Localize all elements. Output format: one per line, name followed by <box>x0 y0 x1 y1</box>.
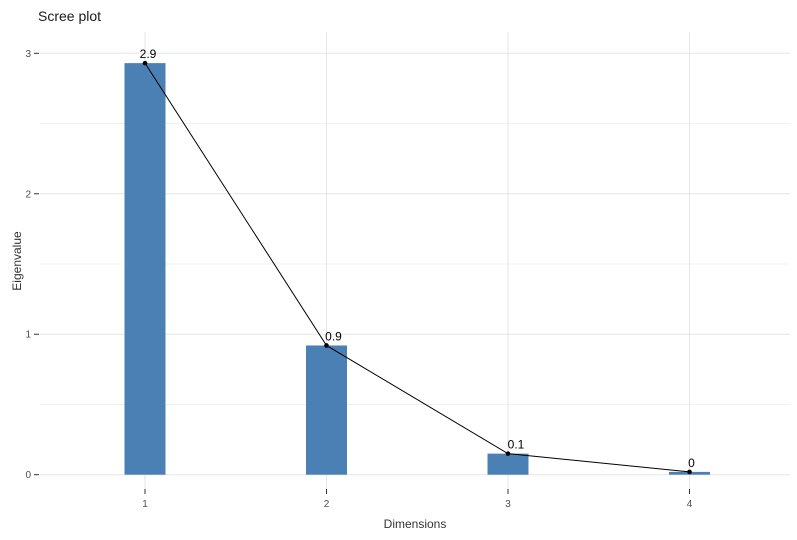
x-tick-label: 2 <box>324 499 330 510</box>
data-point <box>505 451 511 456</box>
data-point <box>142 60 148 66</box>
point-label: 2.9 <box>140 47 157 61</box>
data-point <box>687 469 692 475</box>
x-tick-label: 3 <box>505 499 511 510</box>
bar-dimension-3 <box>487 453 529 475</box>
data-point <box>324 343 329 348</box>
point-label: 0.1 <box>508 438 525 452</box>
bar-dimension-1 <box>124 63 166 475</box>
x-tick-label: 1 <box>142 499 148 510</box>
y-tick-label: 2 <box>25 189 31 200</box>
y-tick-label: 3 <box>25 49 31 60</box>
point-label: 0.9 <box>325 329 342 343</box>
chart-title: Scree plot <box>38 8 102 24</box>
y-tick-label: 1 <box>25 330 31 341</box>
x-tick-label: 4 <box>687 499 693 510</box>
bar-dimension-2 <box>306 345 347 475</box>
point-label: 0 <box>688 456 695 470</box>
y-axis-title: Eigenvalue <box>10 231 24 291</box>
x-axis-title: Dimensions <box>383 517 447 531</box>
eigenvalue-line <box>144 62 690 473</box>
y-tick-label: 0 <box>25 470 31 481</box>
